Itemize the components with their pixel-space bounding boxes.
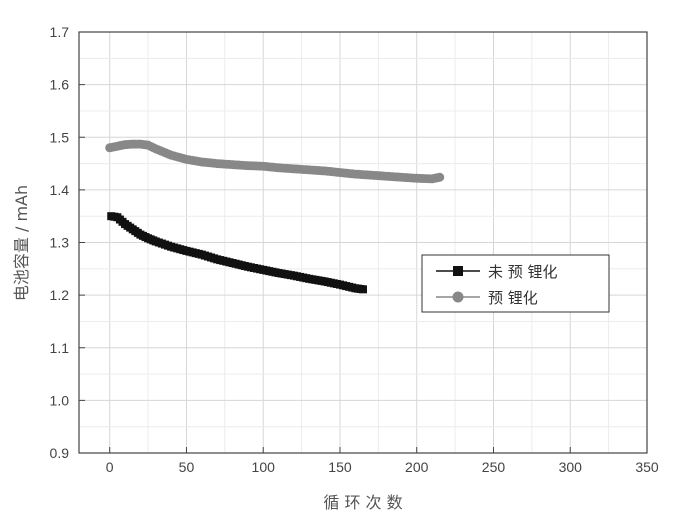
legend: 未 预 锂化 预 锂化: [421, 254, 610, 313]
y-axis: 0.9 1.0 1.1 1.2 1.3 1.4 1.5 1.6 1.7: [50, 24, 85, 461]
y-tick-label: 1.5: [50, 129, 70, 145]
legend-square-marker: [453, 266, 463, 276]
legend-label: 预 锂化: [488, 289, 538, 307]
series-prelithiated: [105, 139, 445, 184]
y-tick-label: 1.7: [50, 24, 70, 40]
x-tick-label: 100: [252, 459, 276, 475]
x-tick-label: 50: [179, 459, 195, 475]
legend-box: [421, 254, 610, 313]
x-tick-label: 200: [405, 459, 429, 475]
y-axis-title: 电池容量 / mAh: [12, 185, 31, 301]
x-tick-label: 0: [106, 459, 114, 475]
legend-item: 未 预 锂化: [436, 263, 558, 281]
y-tick-label: 1.1: [50, 340, 70, 356]
legend-item: 预 锂化: [436, 289, 538, 307]
grid: [79, 31, 648, 454]
data-point: [359, 285, 367, 294]
series-layer: [105, 139, 445, 294]
y-tick-label: 0.9: [50, 445, 70, 461]
y-tick-label: 1.4: [50, 182, 70, 198]
x-tick-label: 350: [635, 459, 659, 475]
x-tick-label: 150: [328, 459, 352, 475]
x-tick-label: 300: [559, 459, 583, 475]
x-tick-label: 250: [482, 459, 506, 475]
y-tick-label: 1.3: [50, 235, 70, 251]
y-tick-label: 1.6: [50, 77, 70, 93]
legend-label: 未 预 锂化: [488, 263, 558, 281]
series-unprelithiated: [107, 212, 367, 294]
y-tick-label: 1.2: [50, 287, 70, 303]
y-tick-label: 1.0: [50, 392, 70, 408]
legend-circle-marker: [452, 291, 464, 303]
data-point: [435, 172, 445, 182]
x-axis: 0 50 100 150 200 250 300 350: [106, 447, 659, 475]
x-axis-title: 循 环 次 数: [323, 493, 402, 512]
